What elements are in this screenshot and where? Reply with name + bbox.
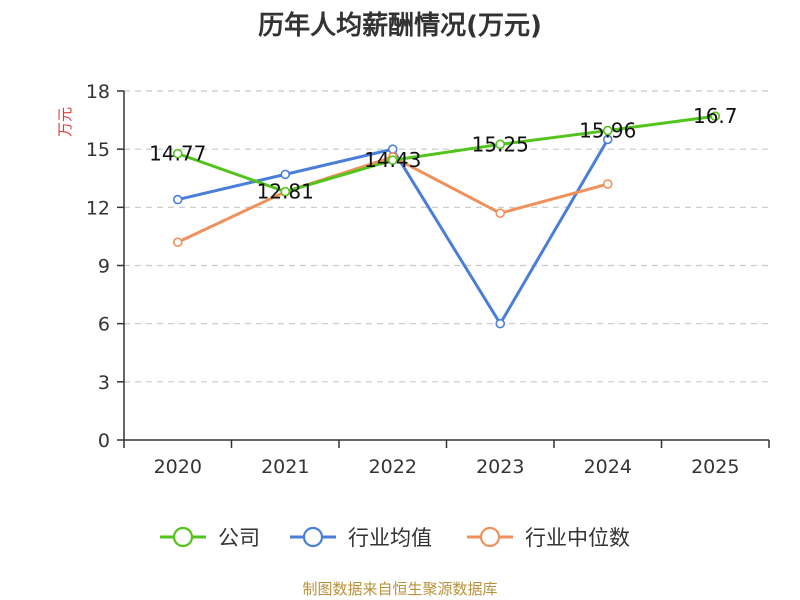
x-tick-label-2021: 2021 (261, 456, 309, 478)
legend-label-2: 行业中位数 (525, 526, 630, 550)
y-tick-label: 9 (98, 256, 110, 278)
data-point-series0-2 (387, 155, 398, 166)
data-labels: 14.77 12.81 14.43 15.25 15.96 16.7 (149, 104, 737, 203)
data-point-series2-4 (602, 179, 613, 189)
data-point-series2-3 (495, 208, 506, 218)
data-label-2024: 15.96 (579, 119, 636, 143)
grid (124, 90, 769, 383)
legend[interactable]: 公司 行业均值 行业中位数 (160, 526, 630, 550)
legend-swatch-marker-0 (172, 526, 194, 548)
legend-item-2[interactable]: 行业中位数 (467, 526, 630, 550)
legend-swatch-marker-1 (302, 526, 324, 548)
data-point-series0-4 (602, 125, 613, 136)
source-note: 制图数据来自恒生聚源数据库 (302, 580, 497, 598)
axes: 0 3 6 9 12 15 18 2020 2021 2022 2023 2024 2025 (86, 81, 770, 478)
data-label-2021: 12.81 (257, 180, 314, 204)
y-tick-label: 12 (86, 197, 110, 219)
y-tick-label: 18 (86, 81, 110, 103)
data-point-series2-0 (172, 237, 183, 248)
legend-item-1[interactable]: 行业均值 (290, 526, 432, 550)
x-tick-label-2022: 2022 (369, 456, 417, 478)
x-tick-label-2025: 2025 (691, 456, 739, 478)
y-tick-label: 3 (98, 372, 110, 394)
legend-label-1: 行业均值 (348, 526, 432, 550)
chart-title: 历年人均薪酬情况(万元) (258, 10, 542, 41)
x-tick-label-2024: 2024 (584, 456, 632, 478)
x-tick-label-2020: 2020 (154, 456, 202, 478)
legend-item-0[interactable]: 公司 (160, 526, 260, 550)
legend-label-0: 公司 (218, 526, 260, 550)
series-layer (172, 111, 721, 329)
data-point-series0-0 (172, 148, 183, 159)
y-tick-label: 15 (86, 139, 110, 161)
data-point-series1-3 (495, 318, 506, 329)
data-label-2020: 14.77 (149, 142, 206, 166)
y-tick-label: 6 (98, 314, 110, 336)
data-point-series1-4 (602, 134, 613, 145)
data-label-2022: 14.43 (364, 148, 421, 172)
data-point-series0-1 (280, 186, 291, 197)
x-tick-label-2023: 2023 (476, 456, 524, 478)
y-tick-label: 0 (98, 430, 110, 452)
data-point-series1-1 (280, 169, 291, 180)
data-label-2025: 16.7 (693, 104, 738, 128)
legend-swatch-marker-2 (479, 526, 501, 548)
data-point-series0-5 (710, 111, 721, 122)
data-point-series1-0 (172, 194, 183, 205)
data-point-series0-3 (495, 139, 506, 150)
series-line-0 (177, 114, 716, 194)
data-label-2023: 15.25 (472, 132, 529, 156)
y-axis-label: 万元 (56, 107, 74, 137)
